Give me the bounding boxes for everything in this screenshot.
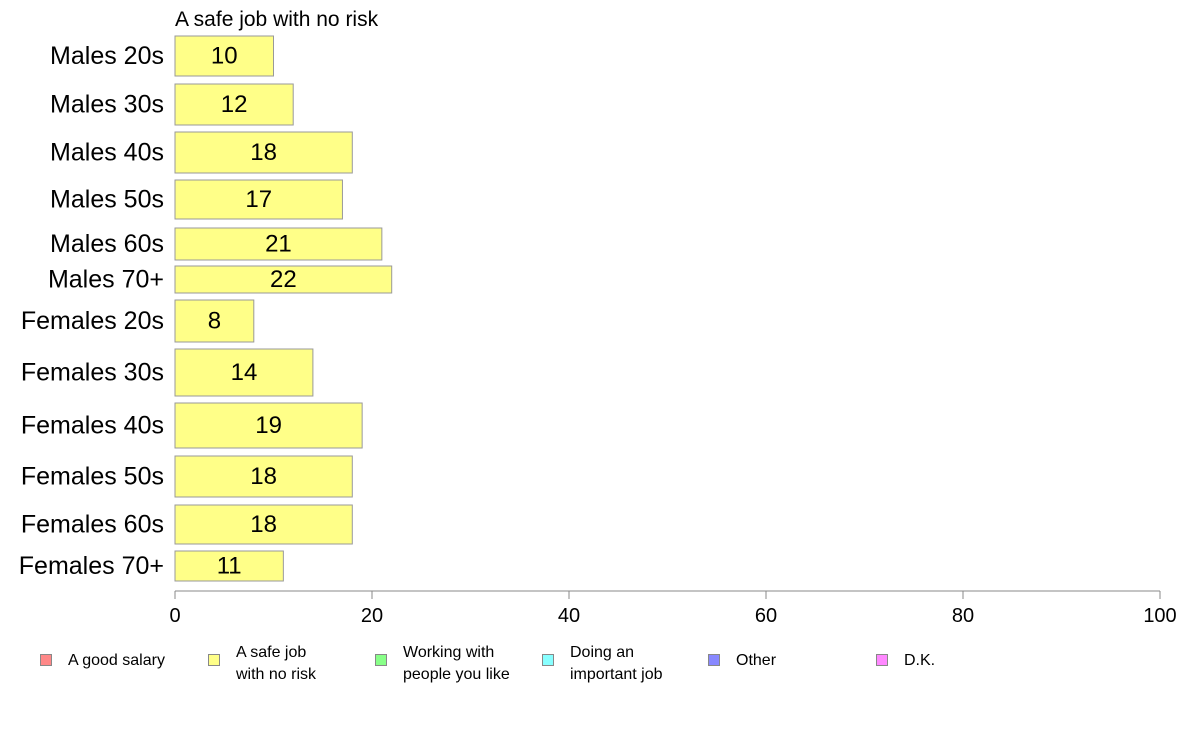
bar	[174, 227, 383, 261]
bar	[174, 550, 284, 582]
data-label: 18	[250, 139, 277, 166]
category-label: Males 70+	[48, 266, 164, 294]
category-label: Females 20s	[21, 307, 164, 335]
category-label: Males 30s	[50, 91, 164, 119]
bars-group: 10 Males 20s 12 Males 30s 18 Males 40s 17 Males…	[19, 35, 393, 582]
bar	[174, 83, 294, 126]
category-label: Males 40s	[50, 139, 164, 167]
x-tick-label: 0	[169, 605, 180, 627]
x-tick-label: 60	[755, 605, 777, 627]
x-tick-label: 100	[1143, 605, 1176, 627]
data-label: 11	[217, 553, 242, 580]
x-tick-label: 80	[952, 605, 974, 627]
data-label: 19	[255, 412, 282, 439]
data-label: 21	[265, 231, 292, 258]
bar	[174, 299, 255, 343]
data-label: 17	[245, 186, 272, 213]
x-axis: 0 20 40 60 80 100	[169, 590, 1177, 627]
x-tick-label: 20	[361, 605, 383, 627]
x-tick-label: 40	[558, 605, 580, 627]
bar	[174, 35, 274, 77]
bar	[174, 455, 353, 498]
category-label: Females 70+	[19, 552, 164, 580]
category-label: Males 50s	[50, 186, 164, 214]
bar	[174, 504, 353, 545]
bar	[174, 179, 343, 220]
data-label: 18	[250, 463, 277, 490]
data-label: 22	[270, 266, 297, 293]
category-label: Males 20s	[50, 42, 164, 70]
data-label: 18	[250, 511, 277, 538]
data-label: 8	[208, 308, 221, 335]
category-label: Females 60s	[21, 511, 164, 539]
category-label: Females 30s	[21, 359, 164, 387]
bar	[174, 265, 393, 294]
category-label: Females 50s	[21, 463, 164, 491]
bar	[174, 131, 353, 174]
category-label: Females 40s	[21, 412, 164, 440]
bar	[174, 348, 314, 397]
chart-title: A safe job with no risk	[175, 8, 379, 31]
bar	[174, 402, 363, 449]
data-label: 14	[231, 359, 258, 386]
data-label: 12	[221, 91, 248, 118]
category-label: Males 60s	[50, 230, 164, 258]
data-label: 10	[211, 43, 238, 70]
